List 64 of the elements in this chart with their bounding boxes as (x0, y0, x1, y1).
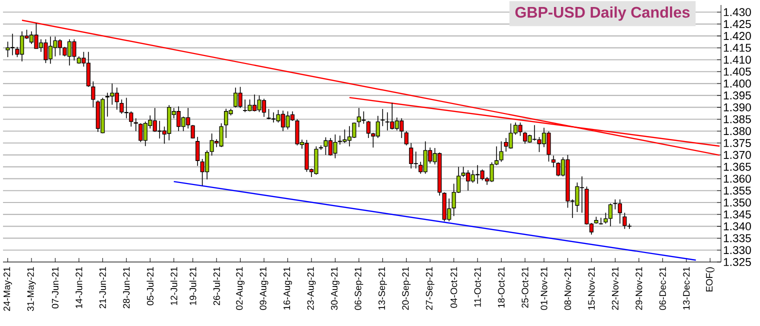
x-tick-label: 28-Jun-21 (123, 267, 130, 308)
x-tick-label: EOF() (706, 267, 714, 292)
x-tick-label: 30-Aug-21 (330, 267, 340, 310)
x-tick-label: 04-Oct-21 (450, 267, 458, 308)
x-tick-label: 07-Jun-21 (52, 267, 59, 308)
x-tick-label: 18-Oct-21 (498, 267, 505, 308)
x-tick-label: 05-Jul-21 (146, 267, 154, 306)
y-tick-label: 1.395 (724, 91, 751, 100)
x-tick-label: 20-Sep-21 (402, 267, 411, 310)
y-tick-label: 1.415 (724, 44, 751, 52)
x-tick-label: 24-May-21 (4, 267, 12, 311)
y-tick-label: 1.410 (724, 56, 751, 64)
y-tick-label: 1.355 (724, 186, 751, 195)
x-tick-label: 26-Jul-21 (213, 267, 220, 306)
x-tick-label: 06-Sep-21 (354, 267, 364, 310)
x-tick-label: 29-Nov-21 (636, 267, 642, 310)
y-tick-label: 1.340 (724, 222, 751, 230)
candlestick (366, 120, 370, 138)
x-tick-label: 31-May-21 (27, 267, 36, 311)
x-tick-label: 12-Jul-21 (170, 267, 178, 305)
y-tick-label: 1.405 (724, 68, 751, 76)
candlestick (380, 108, 385, 127)
y-tick-label: 1.400 (724, 80, 751, 88)
y-tick-label: 1.430 (724, 8, 751, 16)
x-tick-label: 21-Jun-21 (99, 267, 106, 308)
y-tick-label: 1.350 (724, 198, 751, 207)
x-tick-label: 02-Aug-21 (236, 267, 245, 310)
y-tick-label: 1.390 (724, 103, 751, 112)
candlestick (551, 155, 556, 168)
x-tick-label: 13-Dec-21 (683, 267, 690, 310)
x-tick-label: 27-Sep-21 (426, 267, 434, 310)
candlestick (598, 217, 603, 226)
x-tick-label: 13-Sep-21 (378, 267, 387, 310)
x-tick-label: 16-Aug-21 (284, 267, 292, 310)
y-tick-label: 1.380 (724, 127, 751, 136)
y-tick-label: 1.325 (724, 258, 751, 266)
candlestick (91, 80, 96, 108)
x-tick-label: 14-Jun-21 (76, 267, 82, 308)
y-tick-label: 1.360 (724, 174, 751, 183)
candlestick (190, 124, 195, 139)
y-tick-label: 1.425 (724, 20, 751, 28)
y-tick-label: 1.330 (724, 246, 751, 254)
y-tick-label: 1.345 (724, 210, 751, 218)
x-tick-label: 11-Oct-21 (474, 267, 481, 307)
x-tick-label: 19-Jul-21 (189, 267, 196, 305)
x-tick-label: 08-Nov-21 (564, 267, 572, 310)
x-tick-label: 01-Nov-21 (540, 267, 548, 310)
x-tick-label: 06-Dec-21 (659, 267, 666, 310)
x-tick-label: 22-Nov-21 (612, 267, 618, 310)
candlestick (499, 140, 504, 162)
y-tick-label: 1.420 (724, 32, 751, 40)
y-tick-label: 1.370 (724, 150, 751, 159)
x-tick-label: 23-Aug-21 (307, 267, 316, 310)
y-tick-label: 1.385 (724, 115, 751, 124)
y-tick-label: 1.365 (724, 162, 751, 171)
x-tick-label: 25-Oct-21 (522, 267, 528, 308)
x-tick-label: 09-Aug-21 (260, 267, 268, 310)
y-tick-label: 1.335 (724, 234, 751, 242)
chart-title: GBP-USD Daily Candles (515, 6, 690, 21)
candlestick (134, 118, 138, 132)
candlestick (404, 130, 408, 146)
candlestick (196, 136, 200, 166)
y-tick-label: 1.375 (724, 139, 751, 148)
x-tick-label: 15-Nov-21 (588, 267, 595, 310)
